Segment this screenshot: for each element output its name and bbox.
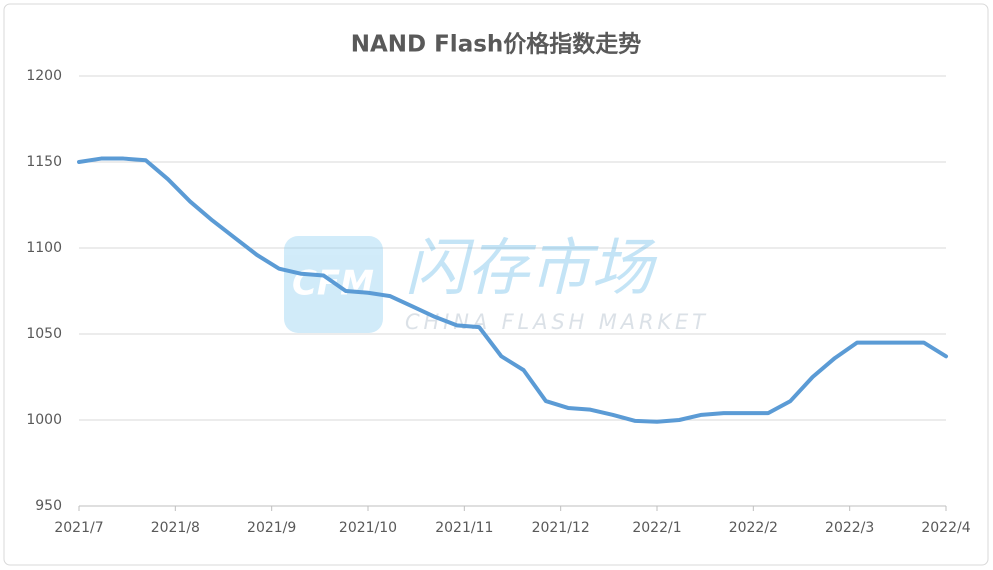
x-tick-label: 2021/7 [54, 520, 103, 536]
x-tick-label: 2021/12 [532, 520, 590, 536]
watermark-text: 闪存市场 [405, 231, 658, 304]
watermark-subtext: CHINA FLASH MARKET [405, 310, 707, 334]
y-tick-label: 1150 [26, 154, 62, 170]
x-tick-label: 2021/8 [151, 520, 200, 536]
chart-frame [3, 3, 989, 566]
watermark: CFM 闪存市场 CHINA FLASH MARKET [284, 231, 707, 334]
x-tick-label: 2021/10 [339, 520, 397, 536]
y-tick-label: 950 [35, 498, 62, 514]
x-tick-label: 2021/9 [247, 520, 296, 536]
x-tick-label: 2021/11 [435, 520, 493, 536]
x-tick-label: 2022/3 [825, 520, 874, 536]
x-tick-label: 2022/2 [729, 520, 778, 536]
chart-title: NAND Flash价格指数走势 [351, 31, 642, 58]
y-tick-label: 1000 [26, 412, 62, 428]
y-tick-label: 1200 [26, 68, 62, 84]
y-tick-label: 1050 [26, 326, 62, 342]
data-line [77, 156, 948, 424]
x-tick-label: 2022/4 [921, 520, 970, 536]
y-tick-label: 1100 [26, 240, 62, 256]
x-tick-label: 2022/1 [632, 520, 681, 536]
